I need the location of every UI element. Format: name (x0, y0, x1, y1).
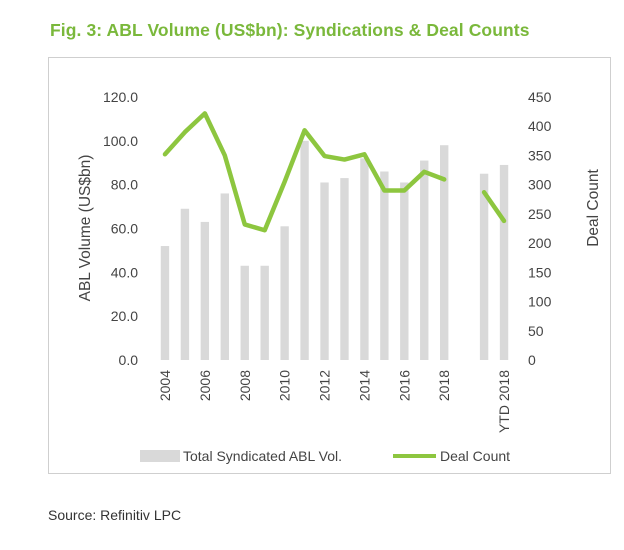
figure-title: Fig. 3: ABL Volume (US$bn): Syndications… (50, 20, 530, 40)
bar-2012 (320, 182, 329, 360)
deal-count-line-segment-2 (481, 190, 507, 224)
y2-tick-label: 300 (528, 177, 552, 193)
bar-2018 (440, 145, 449, 360)
bar-2016 (400, 182, 409, 360)
bar-2013 (340, 178, 349, 360)
bar-2017 (420, 160, 429, 360)
y-tick-label: 60.0 (111, 221, 138, 237)
y2-tick-label: 250 (528, 206, 552, 222)
line-layer (162, 111, 507, 233)
bar-2005 (180, 208, 190, 360)
legend-bar-label: Total Syndicated ABL Vol. (183, 448, 342, 464)
y2-tick-label: 350 (528, 147, 552, 163)
bar-2010 (280, 226, 289, 360)
y2-tick-label: 200 (528, 235, 552, 251)
y-tick-label: 20.0 (111, 308, 138, 324)
y2-tick-label: 400 (528, 118, 552, 134)
bar-2009 (260, 265, 269, 360)
y-tick-label: 80.0 (111, 177, 138, 193)
bar-2006 (200, 221, 210, 360)
x-tick-label: 2012 (317, 370, 333, 401)
x-tick-label: 2006 (197, 370, 213, 401)
y-tick-label: 100.0 (103, 133, 138, 149)
axis-layer: 0.0 20.0 40.0 60.0 80.0 100.0 120.0 0 50 100 150 20… (77, 89, 602, 433)
deal-count-line-segment-1 (162, 111, 447, 233)
y2-tick-label: 100 (528, 294, 552, 310)
y-axis-title: ABL Volume (US$bn) (77, 155, 94, 302)
x-tick-label: 2014 (356, 370, 372, 401)
chart-frame (48, 57, 611, 474)
bar-2015 (380, 171, 389, 360)
x-tick-label: 2016 (396, 370, 412, 401)
bar-2004 (160, 246, 170, 360)
bar-2008 (240, 265, 249, 360)
legend-line-label: Deal Count (440, 448, 510, 464)
legend: Total Syndicated ABL Vol. Deal Count (140, 448, 510, 464)
bar-2014 (360, 158, 369, 360)
bars-layer (160, 140, 509, 360)
bar-YTD 2018 (499, 164, 509, 360)
y-tick-label: 0.0 (119, 352, 139, 368)
y2-tick-label: 150 (528, 264, 552, 280)
x-tick-label: 2004 (157, 370, 173, 401)
y-tick-label: 40.0 (111, 264, 138, 280)
bar-YTD 2017 (479, 173, 489, 360)
bar-2007 (220, 193, 229, 360)
y2-tick-label: 450 (528, 89, 552, 105)
legend-bar-swatch (140, 450, 180, 462)
y2-tick-label: 50 (528, 323, 544, 339)
bar-2011 (300, 140, 309, 360)
x-tick-label: 2010 (277, 370, 293, 401)
source-note: Source: Refinitiv LPC (48, 507, 182, 523)
x-tick-label: 2018 (436, 370, 452, 401)
x-tick-label: 2008 (237, 370, 253, 401)
y2-axis-title: Deal Count (585, 169, 602, 247)
y-tick-label: 120.0 (103, 89, 138, 105)
y2-tick-label: 0 (528, 352, 536, 368)
x-tick-label: YTD 2018 (496, 370, 512, 433)
